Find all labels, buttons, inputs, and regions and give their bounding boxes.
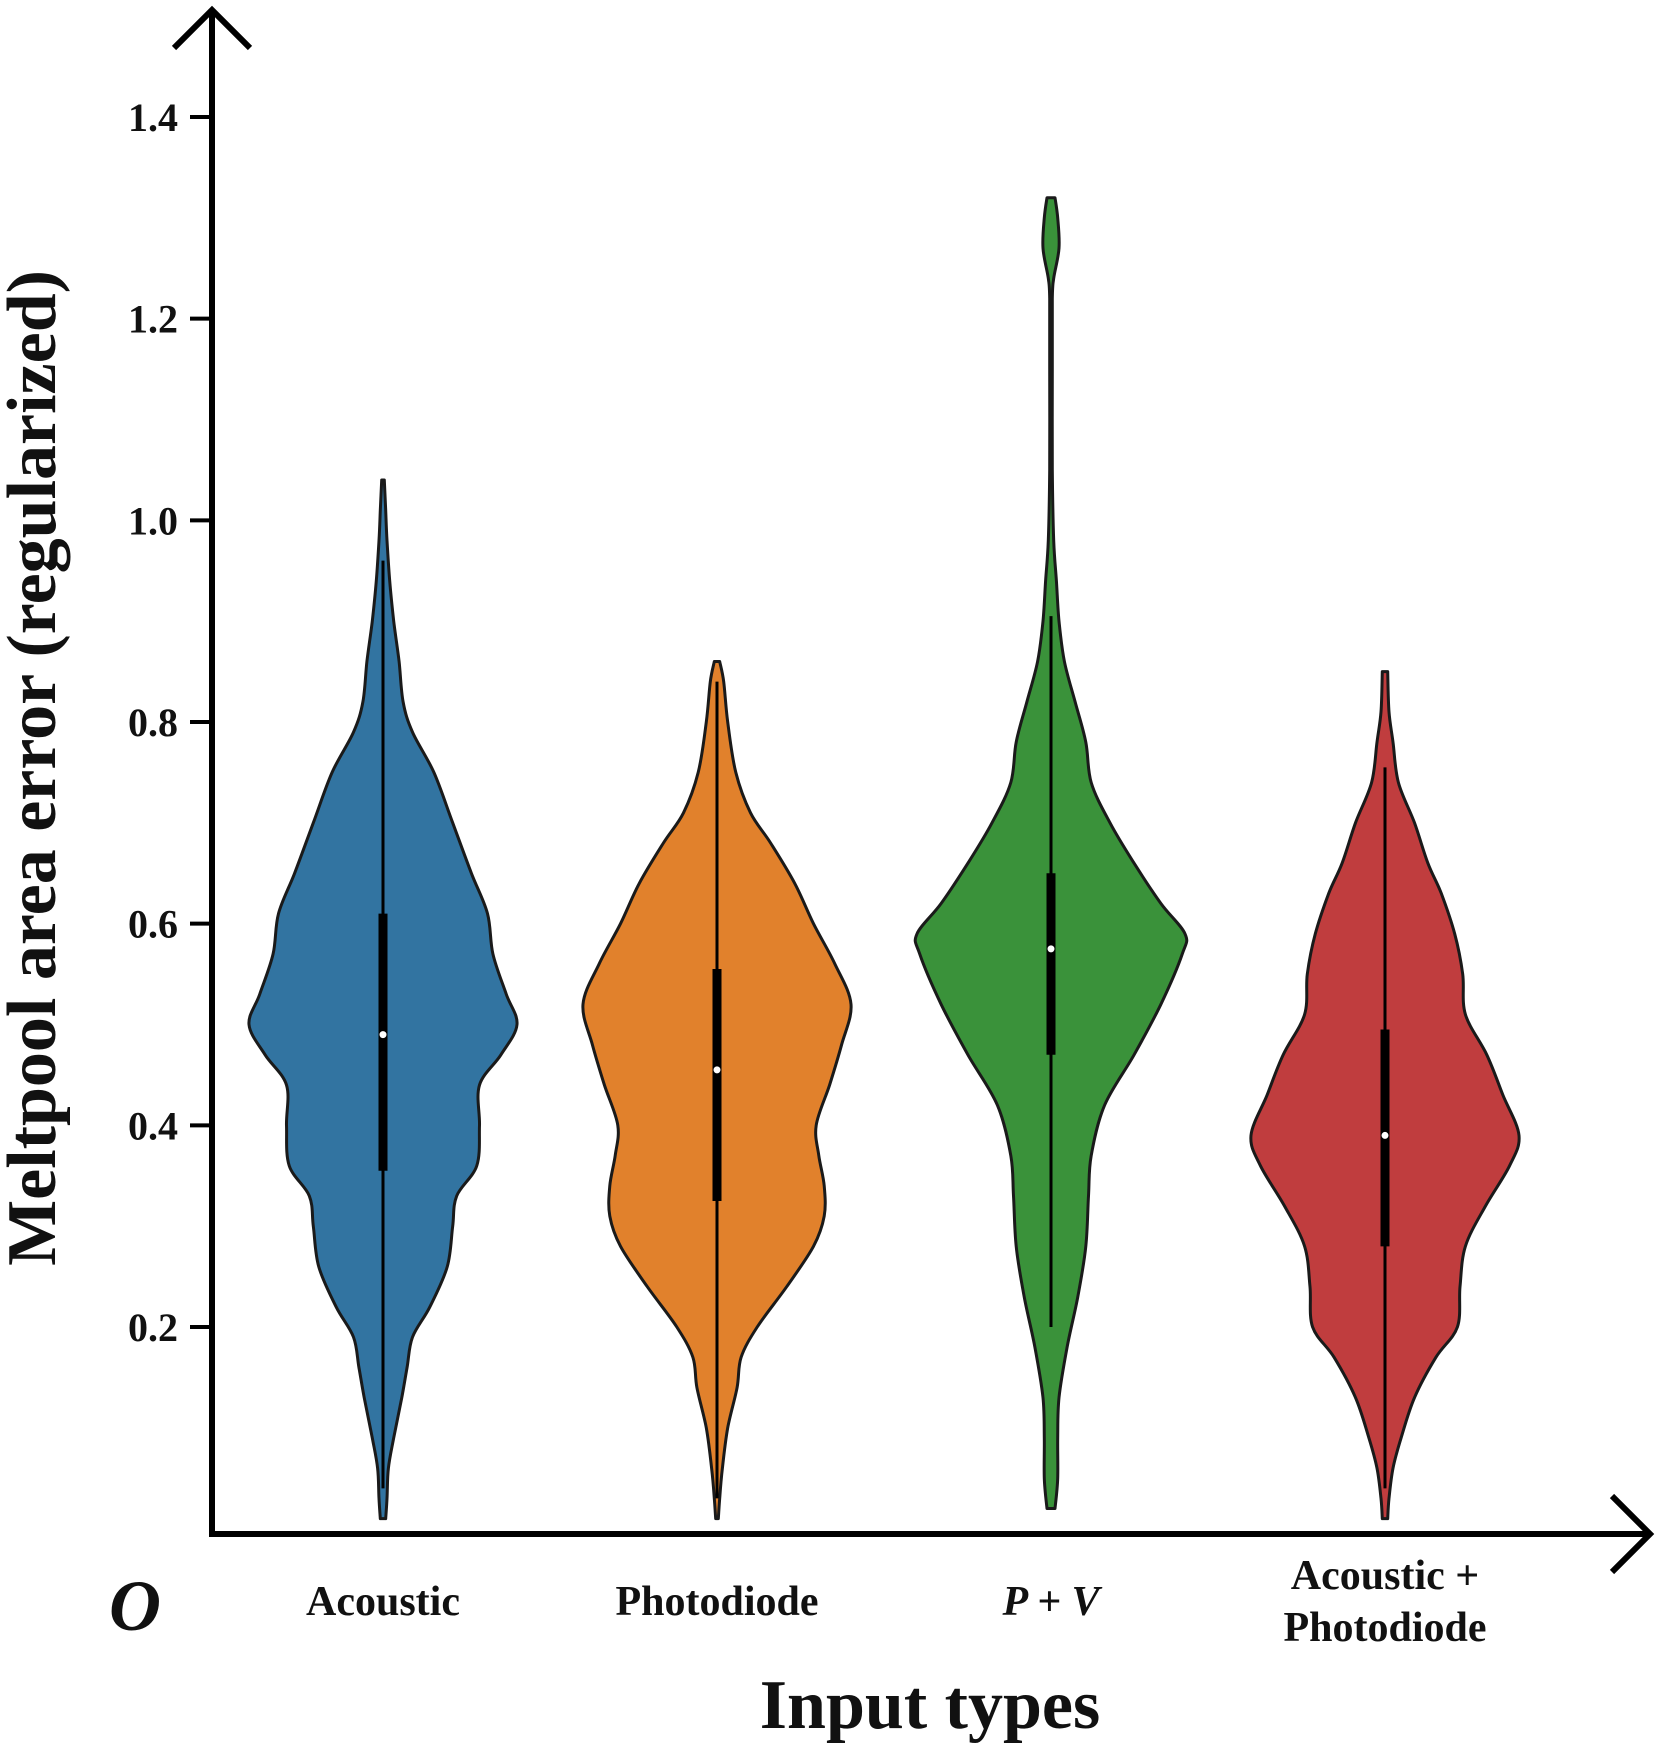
y-tick-label: 1.4 (128, 95, 178, 140)
y-tick-label: 1.0 (128, 498, 178, 543)
y-axis-arrow (171, 5, 253, 51)
origin-label: O (109, 1566, 161, 1646)
violin-median-dot (1381, 1131, 1389, 1139)
violin-acoustic (247, 478, 519, 1521)
x-category-label: Photodiode (1283, 1605, 1486, 1651)
x-axis-arrow (1609, 1493, 1655, 1575)
violin-p-v (913, 196, 1189, 1510)
violin-acoustic-photodiode (1249, 670, 1521, 1521)
x-axis-title: Input types (760, 1667, 1100, 1744)
violin-group (247, 196, 1521, 1521)
y-axis-title: Meltpool area error (regularized) (0, 270, 71, 1266)
violin-photodiode (581, 660, 853, 1521)
violin-median-dot (379, 1031, 387, 1039)
axes (171, 5, 1655, 1575)
x-category-label: Acoustic (306, 1579, 460, 1625)
y-tick-label: 0.2 (128, 1305, 178, 1350)
y-tick-label: 0.8 (128, 700, 178, 745)
x-category-labels: Acoustic Photodiode P + V Acoustic + Photodi… (306, 1553, 1487, 1651)
violin-median-dot (713, 1066, 721, 1074)
violin-median-dot (1047, 945, 1055, 953)
y-tick-label: 1.2 (128, 297, 178, 342)
x-category-label: Photodiode (615, 1579, 818, 1625)
x-category-label: Acoustic + (1291, 1553, 1479, 1599)
x-category-label: P + V (1001, 1579, 1102, 1625)
y-tick-label: 0.6 (128, 902, 178, 947)
y-tick-label: 0.4 (128, 1103, 178, 1148)
y-ticks: 0.2 0.4 0.6 0.8 1.0 1.2 1.4 (128, 95, 212, 1350)
